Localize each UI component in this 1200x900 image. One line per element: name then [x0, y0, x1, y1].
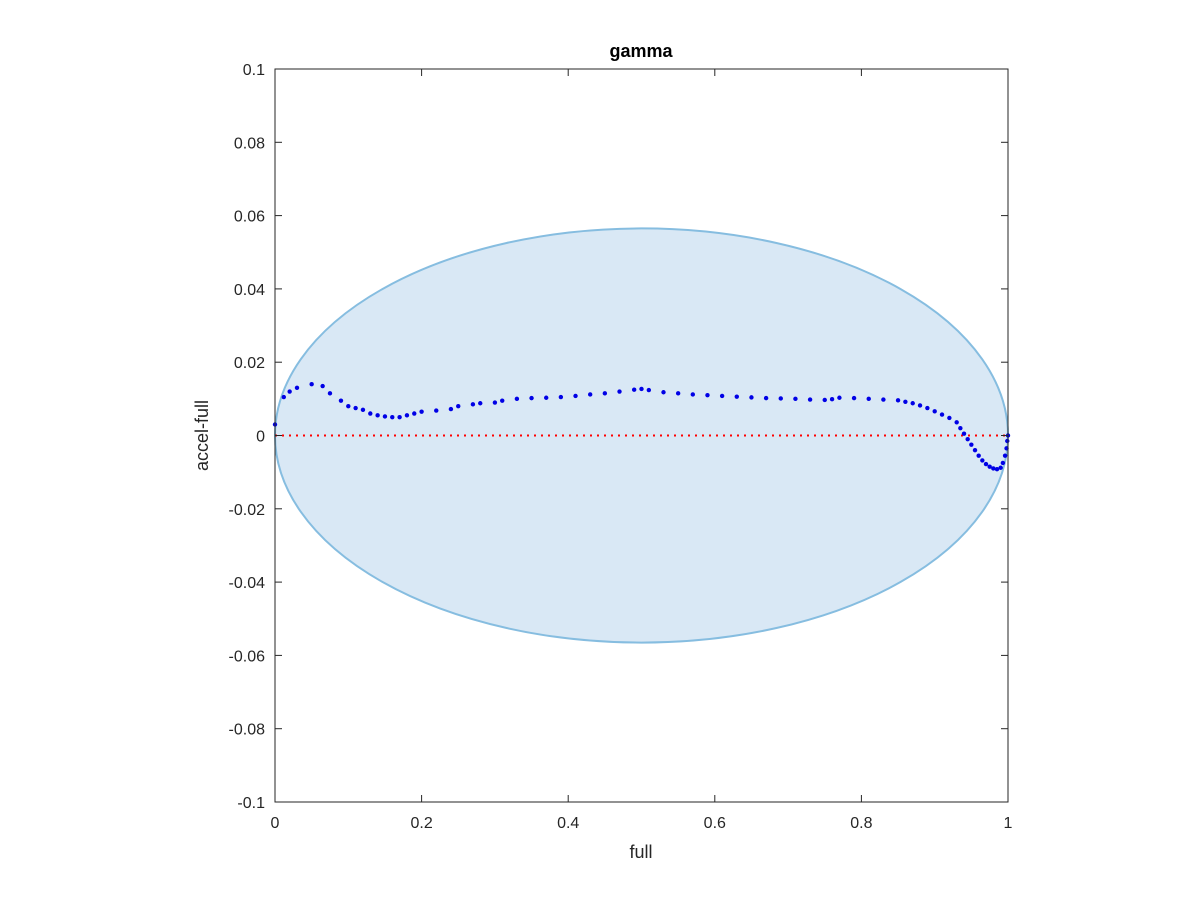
data-point [346, 403, 351, 409]
x-tick-label: 0.8 [850, 815, 872, 832]
data-point [327, 391, 333, 396]
data-point [661, 390, 666, 395]
data-point [734, 394, 739, 399]
data-point [719, 393, 725, 399]
data-point [793, 396, 798, 402]
data-point [631, 387, 637, 392]
x-axis-label: full [629, 842, 652, 862]
data-point [807, 397, 813, 402]
data-point [829, 397, 835, 402]
y-tick-label: 0 [256, 429, 265, 446]
data-point [404, 413, 410, 418]
data-point [602, 391, 608, 396]
y-tick-label: 0.1 [243, 62, 265, 79]
data-point [434, 408, 439, 413]
data-point [456, 403, 461, 409]
data-point [368, 411, 373, 416]
axis-ticks-layer: 0 0.2 0.4 0.6 0.8 1 0.1 0.08 0.06 0.04 0.02 0 -0.02 -… [229, 62, 1013, 832]
data-point [529, 395, 534, 401]
data-point [382, 414, 388, 419]
x-tick-label: 1 [1004, 815, 1013, 832]
data-point [969, 442, 974, 447]
data-point [558, 394, 564, 400]
data-point [763, 395, 769, 401]
data-point [903, 399, 908, 404]
data-point [866, 396, 871, 402]
y-tick-label: 0.06 [234, 209, 265, 226]
data-point [675, 391, 681, 396]
data-point [617, 389, 622, 394]
data-point [360, 407, 366, 413]
data-point [980, 458, 985, 463]
data-point [910, 401, 915, 406]
data-point [822, 397, 827, 403]
data-point [881, 397, 886, 402]
data-point [419, 409, 424, 414]
data-point [397, 414, 402, 420]
data-point [961, 431, 967, 436]
data-point [958, 425, 963, 431]
data-point [851, 395, 857, 401]
data-point [778, 396, 783, 401]
data-point [705, 392, 710, 398]
data-point [972, 447, 978, 453]
data-point [309, 381, 314, 387]
data-point [1005, 438, 1010, 444]
data-point [390, 414, 395, 420]
data-point [281, 394, 286, 400]
x-tick-label: 0.6 [704, 815, 726, 832]
data-point [587, 392, 593, 397]
y-tick-label: 0.08 [234, 135, 265, 152]
data-point [939, 412, 945, 417]
x-tick-label: 0.4 [557, 815, 579, 832]
data-point [544, 395, 549, 400]
data-point [448, 406, 454, 412]
data-point [932, 409, 937, 414]
data-point [998, 465, 1003, 470]
y-tick-label: -0.1 [237, 795, 265, 812]
data-point [925, 405, 930, 411]
data-point [1002, 453, 1008, 458]
data-point [991, 466, 996, 471]
data-point [287, 389, 292, 394]
y-tick-label: -0.06 [229, 648, 266, 665]
data-point [994, 467, 1000, 472]
x-tick-label: 0.2 [410, 815, 432, 832]
y-axis-label: accel-full [192, 400, 212, 471]
data-point [639, 386, 644, 392]
y-tick-label: 0.02 [234, 355, 265, 372]
data-point [965, 436, 970, 442]
data-point [353, 405, 358, 411]
x-tick-label: 0 [271, 815, 280, 832]
data-point [294, 385, 300, 391]
data-point [976, 453, 981, 458]
data-point [573, 393, 578, 399]
data-point [917, 403, 923, 408]
data-point [320, 383, 325, 389]
data-point [500, 398, 505, 403]
data-point [987, 464, 992, 469]
chart-title: gamma [609, 41, 673, 61]
data-point [338, 398, 344, 403]
y-tick-label: 0.04 [234, 282, 265, 299]
y-tick-label: -0.08 [229, 722, 266, 739]
data-point [895, 398, 901, 403]
data-point [837, 395, 842, 400]
data-point [983, 461, 989, 467]
data-point [947, 415, 952, 421]
data-point [690, 392, 696, 397]
data-point [749, 395, 754, 400]
data-point [646, 387, 652, 393]
data-point [514, 396, 520, 402]
data-point [412, 411, 417, 416]
data-point [492, 400, 498, 405]
data-point [954, 420, 959, 425]
y-tick-label: -0.02 [229, 502, 266, 519]
data-point [470, 402, 476, 407]
data-point [478, 401, 483, 406]
data-point [1000, 460, 1006, 466]
y-tick-label: -0.04 [229, 575, 266, 592]
data-point [375, 413, 380, 418]
